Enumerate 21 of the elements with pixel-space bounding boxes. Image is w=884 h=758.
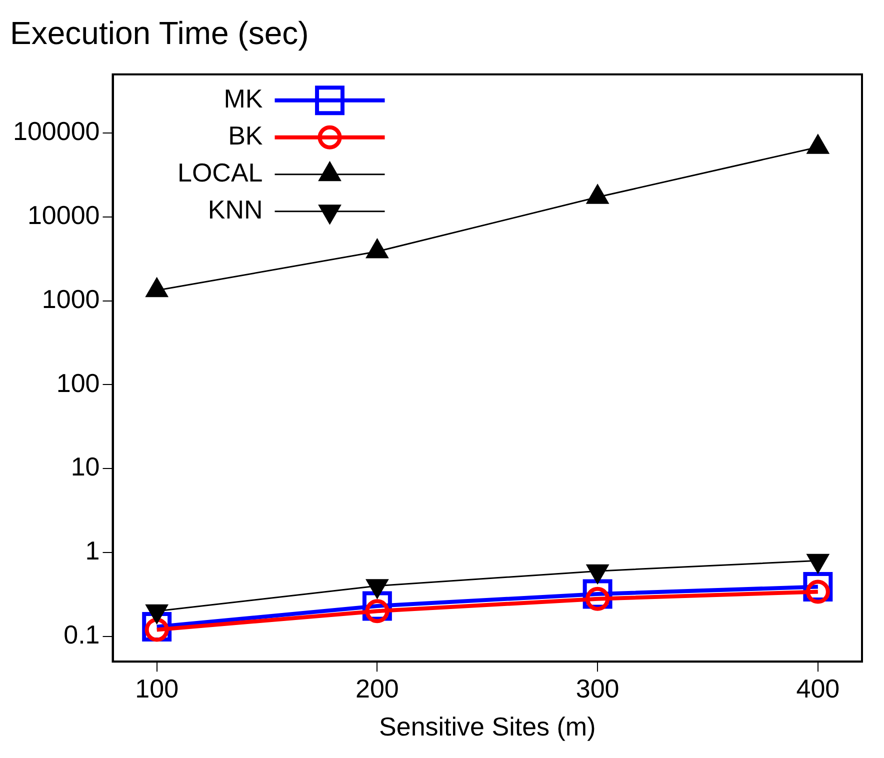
legend-label: KNN [208, 194, 263, 225]
point [586, 184, 609, 204]
legend-label: LOCAL [177, 158, 263, 188]
x-tick-label: 200 [356, 673, 399, 704]
y-tick-label: 1000 [42, 284, 100, 314]
chart-title: Execution Time (sec) [10, 15, 309, 52]
y-tick-label: 100 [56, 368, 100, 398]
x-tick-label: 100 [135, 673, 179, 704]
legend-label: BK [228, 120, 264, 151]
y-tick-label: 10 [70, 452, 100, 482]
point [806, 134, 830, 154]
y-tick-label: 1 [85, 536, 100, 566]
x-tick-label: 400 [796, 673, 840, 704]
point [146, 278, 168, 298]
legend-label: MK [224, 84, 264, 114]
y-tick-label: 100000 [12, 116, 100, 146]
x-tick-label: 300 [576, 673, 620, 704]
y-tick-label: 0.1 [64, 620, 100, 650]
y-tick-label: 10000 [27, 200, 100, 230]
point [366, 238, 388, 258]
x-axis-title: Sensitive Sites (m) [379, 712, 596, 742]
